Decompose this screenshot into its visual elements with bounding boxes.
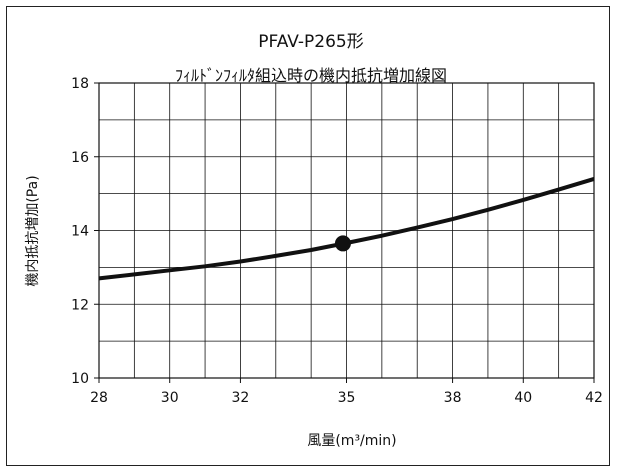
x-tick-label: 40 — [514, 390, 532, 406]
x-tick-label: 38 — [444, 390, 462, 406]
x-axis-label: 風量(m³/min) — [307, 433, 396, 449]
y-tick-label: 16 — [71, 150, 89, 166]
chart-title: PFAV-P265形 — [258, 32, 363, 52]
x-tick-label: 32 — [232, 390, 250, 406]
x-tick-label: 28 — [90, 390, 108, 406]
x-tick-label: 30 — [161, 390, 179, 406]
chart-svg: PFAV-P265形 ﾌｨﾙﾄﾞﾝﾌｨﾙﾀ組込時の機内抵抗増加線図 28 30 32… — [25, 32, 603, 449]
chart-frame: PFAV-P265形 ﾌｨﾙﾄﾞﾝﾌｨﾙﾀ組込時の機内抵抗増加線図 28 30 32… — [6, 6, 610, 466]
grid — [99, 83, 594, 378]
y-tick-label: 12 — [71, 297, 89, 313]
y-tick-label: 10 — [71, 371, 89, 387]
y-axis-label: 機内抵抗増加(Pa) — [25, 175, 41, 286]
x-tick-label: 42 — [585, 390, 603, 406]
y-tick-label: 14 — [71, 224, 89, 240]
y-tick-labels: 10 12 14 16 18 — [71, 76, 99, 387]
operating-point-marker — [334, 235, 351, 252]
chart-subtitle: ﾌｨﾙﾄﾞﾝﾌｨﾙﾀ組込時の機内抵抗増加線図 — [175, 66, 447, 85]
x-tick-label: 35 — [338, 390, 356, 406]
x-tick-labels: 28 30 32 35 38 40 42 — [90, 378, 603, 406]
y-tick-label: 18 — [71, 76, 89, 92]
